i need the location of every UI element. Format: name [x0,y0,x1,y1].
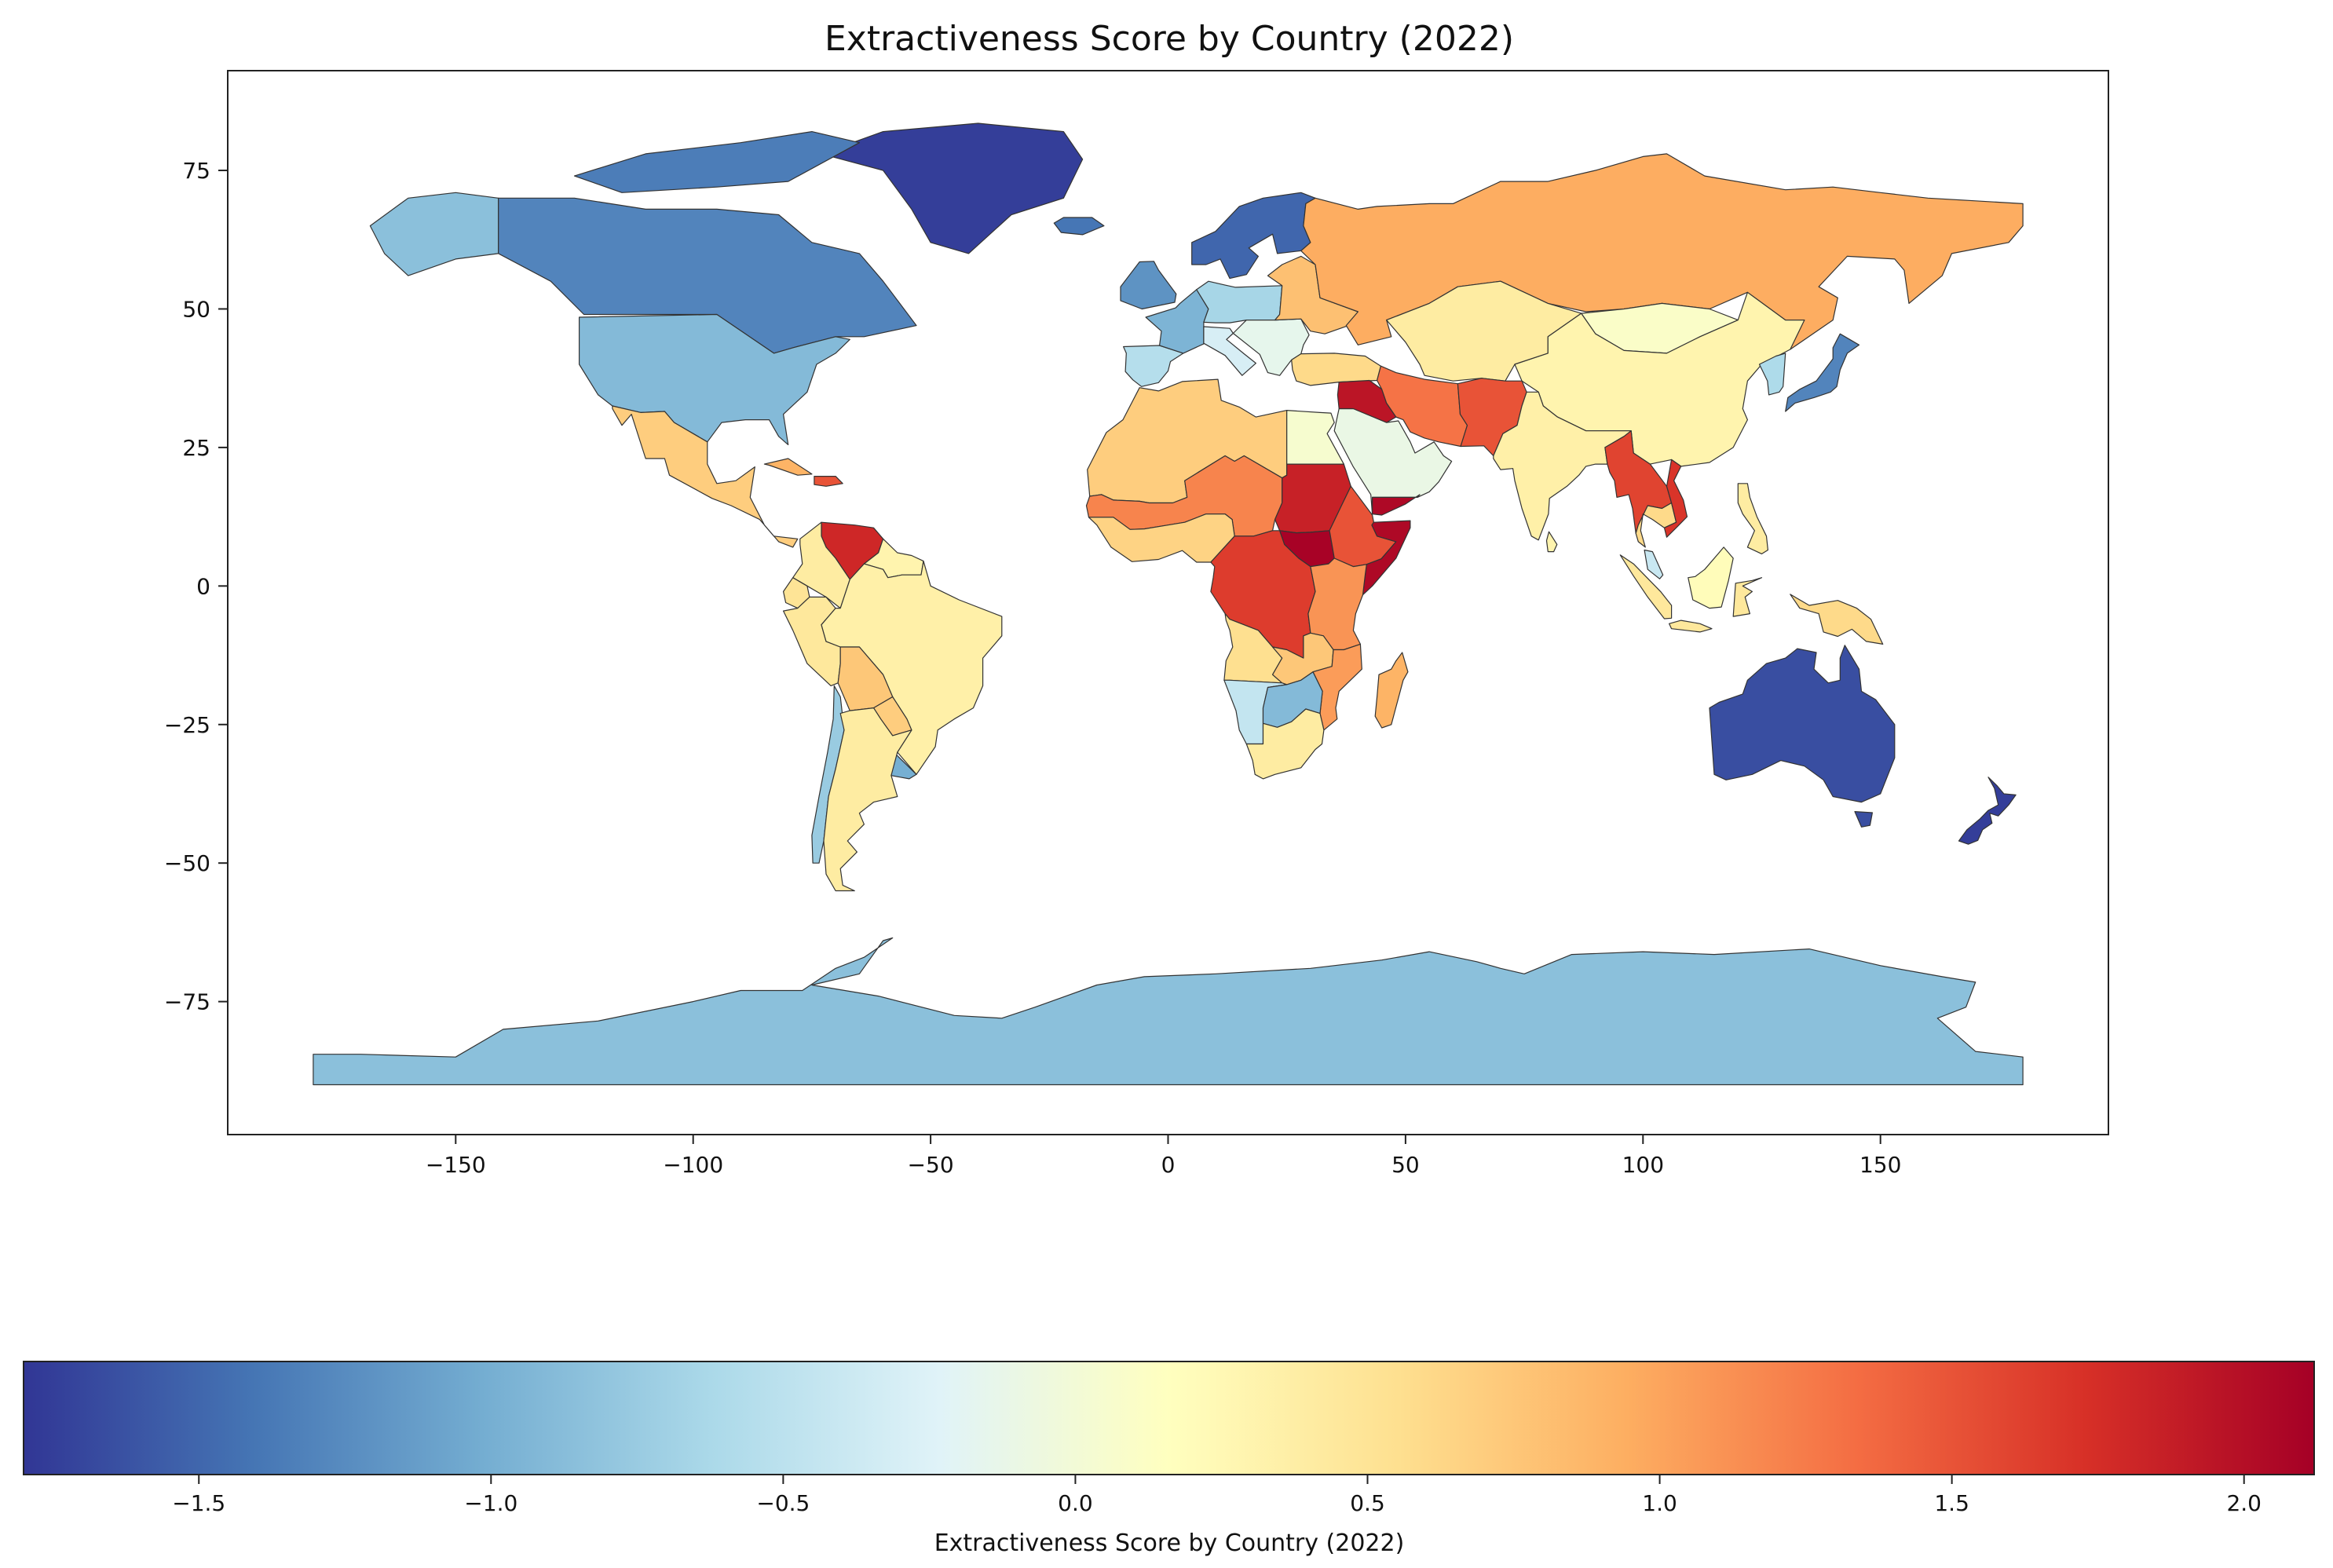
region-vietnam [1663,459,1688,538]
y-tick-label: 50 [182,296,210,322]
y-tick-label: −50 [164,850,210,876]
region-middle-east [1333,408,1453,515]
region-central-europe [1196,280,1283,323]
region-iberia [1122,345,1184,387]
y-tick-label: 75 [182,158,210,184]
region-malaysia [1644,549,1664,579]
colorbar-label: Extractiveness Score by Country (2022) [934,1530,1405,1557]
region-italy [1203,326,1257,376]
region-canada [498,197,917,354]
map-title: Extractiveness Score by Country (2022) [825,19,1514,59]
region-mexico-central-america [612,405,799,548]
region-iran [1376,365,1468,448]
region-balkans [1232,318,1310,376]
region-iraq-syria [1337,379,1397,423]
colorbar-tick-label: −0.5 [756,1490,810,1516]
region-yemen [1371,494,1421,516]
colorbar-tick-label: 1.0 [1642,1490,1677,1516]
colorbar-tick-label: 1.5 [1934,1490,1969,1516]
region-sumatra [1619,554,1673,620]
x-tick-label: −100 [663,1152,723,1178]
x-tick-label: 150 [1859,1152,1901,1178]
region-cuba [763,458,813,476]
region-argentina [823,707,912,892]
country-regions [313,122,2024,1086]
region-hispaniola [814,475,843,487]
region-alaska [369,192,499,276]
x-tick-label: 0 [1161,1152,1176,1178]
region-madagascar [1374,652,1409,729]
region-korea [1758,353,1786,396]
colorbar-tick-label: −1.0 [464,1490,517,1516]
region-philippines [1737,483,1768,555]
colorbar-tick-label: 2.0 [2226,1490,2262,1516]
region-new-zealand [1958,777,2017,845]
y-tick-label: 25 [182,435,210,461]
y-tick-label: 0 [196,573,210,599]
region-borneo [1688,546,1734,609]
region-south-africa [1245,708,1325,780]
region-java [1669,620,1713,633]
x-tick-label: −50 [908,1152,954,1178]
colorbar-tick-label: −1.5 [172,1490,225,1516]
x-tick-label: 50 [1391,1152,1420,1178]
colorbar [23,1361,2315,1475]
region-new-guinea [1790,594,1884,645]
region-antarctica [313,937,2024,1086]
region-india-south-asia [1493,391,1632,541]
x-tick-label: 100 [1622,1152,1664,1178]
region-tasmania [1854,810,1873,828]
x-axis-ticks: −150 −100 −50 0 50 100 150 [426,1135,1901,1178]
region-sri-lanka [1545,531,1558,553]
region-greenland [821,122,1084,254]
region-east-africa [1307,557,1367,651]
region-japan [1785,333,1860,412]
y-axis-ticks: 75 50 25 0 −25 −50 −75 [164,158,228,1015]
region-iceland [1053,217,1105,236]
y-tick-label: −75 [164,989,210,1015]
region-canadian-arctic [573,131,861,193]
colorbar-ticks: −1.5 −1.0 −0.5 0.0 0.5 1.0 1.5 2.0 [172,1475,2262,1516]
region-united-kingdom-ireland [1120,261,1177,310]
region-australia [1709,645,1896,803]
colorbar-tick-label: 0.5 [1350,1490,1385,1516]
x-tick-label: −150 [426,1152,486,1178]
region-egypt [1286,409,1344,465]
region-sulawesi [1732,577,1763,617]
y-tick-label: −25 [164,712,210,738]
region-west-african-coast [1088,513,1235,563]
colorbar-tick-label: 0.0 [1058,1490,1093,1516]
